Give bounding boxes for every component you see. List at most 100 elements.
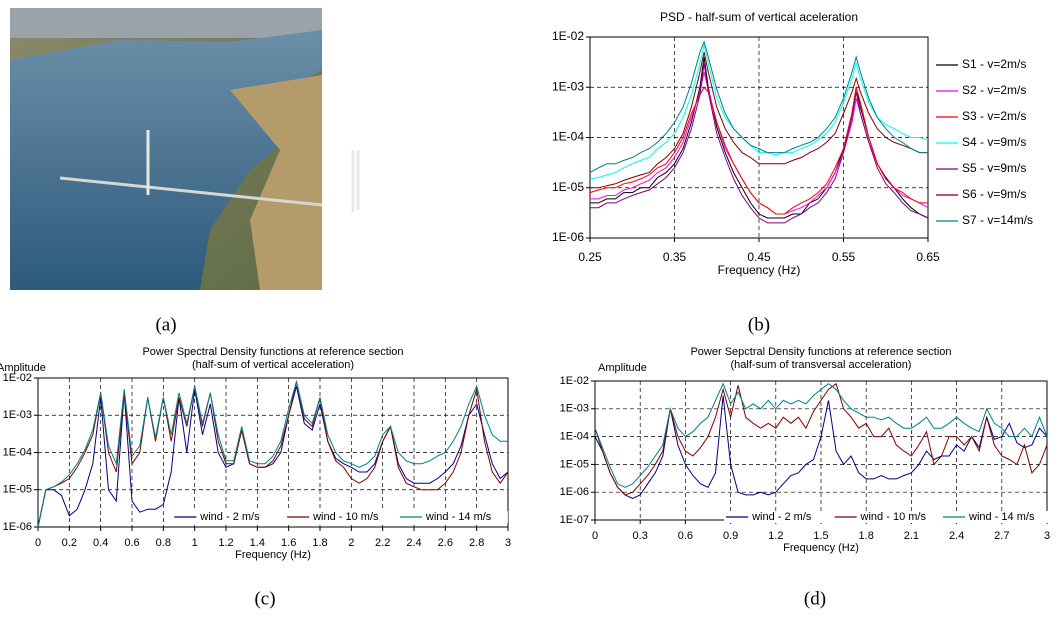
legend-background xyxy=(934,189,1062,201)
series-line xyxy=(589,44,929,180)
x-tick-label: 0.9 xyxy=(723,530,738,542)
x-tick-label: 2.8 xyxy=(469,537,484,549)
legend-background xyxy=(934,111,1062,123)
y-tick-label: 1E-05 xyxy=(3,484,32,496)
x-tick-label: 2.6 xyxy=(438,537,453,549)
legend-background xyxy=(934,137,1062,149)
photo-marsh xyxy=(230,75,322,290)
series-line xyxy=(590,51,928,189)
legend-background xyxy=(832,511,943,523)
x-tick-label: 0.25 xyxy=(578,250,602,264)
legend-label: wind - 10 m/s xyxy=(312,511,379,523)
x-tick-label: 0 xyxy=(592,530,598,542)
legend-label: S4 - v=9m/s xyxy=(962,135,1026,149)
legend-label: S3 - v=2m/s xyxy=(962,109,1026,123)
x-tick-label: 2.4 xyxy=(406,537,421,549)
series-line xyxy=(37,386,509,528)
series-line xyxy=(37,381,509,528)
x-tick-label: 1 xyxy=(192,537,198,549)
y-tick-label: 1E-02 xyxy=(560,375,589,387)
photo xyxy=(10,8,360,290)
y-axis-label: Amplitude xyxy=(0,362,46,374)
photo-town xyxy=(10,8,322,38)
x-tick-label: 0.2 xyxy=(62,537,77,549)
legend-background xyxy=(172,511,283,523)
x-tick-label: 2.2 xyxy=(375,537,390,549)
chart-title: Power Sepctral Density functions at refe… xyxy=(690,346,951,358)
x-tick-label: 0.35 xyxy=(663,250,687,264)
x-tick-label: 0.45 xyxy=(747,250,771,264)
x-tick-label: 0.4 xyxy=(93,537,108,549)
caption: (d) xyxy=(804,588,826,609)
y-tick-label: 1E-03 xyxy=(560,403,589,415)
x-tick-label: 2.7 xyxy=(994,530,1009,542)
legend-label: S6 - v=9m/s xyxy=(962,187,1026,201)
x-axis-label: Frequency (Hz) xyxy=(718,263,801,277)
x-axis-label: Frequency (Hz) xyxy=(783,542,859,554)
caption: (b) xyxy=(748,314,770,335)
legend-background xyxy=(724,511,835,523)
legend-label: wind - 14 m/s xyxy=(968,511,1035,523)
x-tick-label: 1.2 xyxy=(768,530,783,542)
x-tick-label: 1.5 xyxy=(813,530,828,542)
legend-background xyxy=(941,511,1052,523)
x-tick-label: 0.6 xyxy=(124,537,139,549)
x-tick-label: 1.8 xyxy=(312,537,327,549)
y-axis-label: Amplitude xyxy=(598,362,647,374)
x-tick-label: 2.1 xyxy=(904,530,919,542)
x-tick-label: 3 xyxy=(1044,530,1050,542)
x-tick-label: 0.3 xyxy=(633,530,648,542)
legend-label: wind - 2 m/s xyxy=(199,511,260,523)
caption: (c) xyxy=(254,588,275,609)
x-tick-label: 1.4 xyxy=(250,537,265,549)
chart-title: Power Spectral Density functions at refe… xyxy=(142,346,403,358)
x-tick-label: 2 xyxy=(348,537,354,549)
y-tick-label: 1E-07 xyxy=(560,514,589,526)
x-axis-label: Frequency (Hz) xyxy=(235,549,311,561)
y-tick-label: 1E-04 xyxy=(3,446,32,458)
x-tick-label: 1.2 xyxy=(218,537,233,549)
y-tick-label: 1E-03 xyxy=(552,79,584,93)
series-line xyxy=(37,379,508,528)
series-line xyxy=(589,40,928,174)
legend-background xyxy=(397,511,508,523)
y-tick-label: 1E-05 xyxy=(552,180,584,194)
x-tick-label: 0.65 xyxy=(916,250,940,264)
caption: (a) xyxy=(155,314,176,335)
x-tick-label: 1.6 xyxy=(281,537,296,549)
x-tick-label: 3 xyxy=(505,537,511,549)
series-line xyxy=(594,382,1048,488)
legend-label: S7 - v=14m/s xyxy=(962,213,1033,227)
y-tick-label: 1E-04 xyxy=(560,431,589,443)
y-tick-label: 1E-06 xyxy=(560,486,589,498)
legend-background xyxy=(934,85,1062,97)
legend-label: wind - 2 m/s xyxy=(751,511,812,523)
y-tick-label: 1E-02 xyxy=(3,372,32,384)
legend-background xyxy=(934,215,1062,227)
chart-title: PSD - half-sum of vertical aceleration xyxy=(660,10,858,24)
photo-bridge xyxy=(59,176,323,207)
y-tick-label: 1E-06 xyxy=(3,521,32,533)
legend-label: S1 - v=2m/s xyxy=(962,57,1026,71)
series-line xyxy=(589,86,928,215)
y-tick-label: 1E-05 xyxy=(560,458,589,470)
legend-background xyxy=(934,59,1062,71)
x-tick-label: 0.8 xyxy=(156,537,171,549)
legend-label: wind - 10 m/s xyxy=(860,511,927,523)
x-tick-label: 2.4 xyxy=(949,530,964,542)
legend-label: S2 - v=2m/s xyxy=(962,83,1026,97)
y-tick-label: 1E-04 xyxy=(552,130,584,144)
legend-background xyxy=(285,511,396,523)
legend-label: wind - 14 m/s xyxy=(425,511,492,523)
x-tick-label: 0.55 xyxy=(832,250,856,264)
legend-label: S5 - v=9m/s xyxy=(962,161,1026,175)
x-tick-label: 1.8 xyxy=(859,530,874,542)
y-tick-label: 1E-02 xyxy=(552,29,584,43)
chart-subtitle: (half-sum of transversal acceleration) xyxy=(731,359,912,371)
chart-subtitle: (half-sum of vertical acceleration) xyxy=(192,359,354,371)
y-tick-label: 1E-03 xyxy=(3,409,32,421)
series-line xyxy=(590,63,929,224)
y-tick-label: 1E-06 xyxy=(552,230,584,244)
